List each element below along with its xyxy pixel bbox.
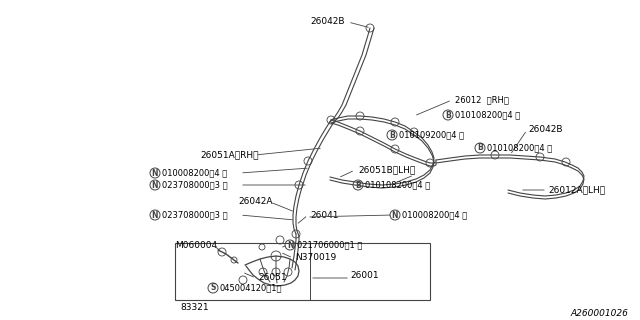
Text: 010108200（4 ）: 010108200（4 ） [487, 143, 552, 153]
Text: 26042A: 26042A [238, 197, 273, 206]
Text: 26051: 26051 [258, 274, 287, 283]
Text: A260001026: A260001026 [570, 309, 628, 318]
Text: B: B [477, 143, 483, 153]
Text: 010008200（4 ）: 010008200（4 ） [402, 211, 467, 220]
Text: N370019: N370019 [295, 253, 336, 262]
Text: B: B [389, 131, 395, 140]
Text: 045004120（1）: 045004120（1） [220, 284, 282, 292]
Text: 010108200（4 ）: 010108200（4 ） [455, 110, 520, 119]
Text: N: N [392, 211, 398, 220]
Text: B: B [445, 110, 451, 119]
Text: 26042B: 26042B [310, 18, 344, 27]
Text: 26012A〈LH〉: 26012A〈LH〉 [548, 186, 605, 195]
Text: B: B [355, 180, 361, 189]
Text: S: S [211, 284, 216, 292]
Text: N: N [152, 180, 158, 189]
Text: 26012  〈RH〉: 26012 〈RH〉 [455, 95, 509, 105]
Text: 83321: 83321 [180, 303, 209, 313]
Text: 023708000（3 ）: 023708000（3 ） [162, 180, 228, 189]
Text: 26041: 26041 [310, 211, 339, 220]
Text: 26051A〈RH〉: 26051A〈RH〉 [200, 150, 259, 159]
Text: N: N [152, 211, 158, 220]
Text: 26051B〈LH〉: 26051B〈LH〉 [358, 165, 415, 174]
Text: 010008200（4 ）: 010008200（4 ） [162, 169, 227, 178]
Text: 26001: 26001 [350, 271, 379, 281]
Text: 010108200（4 ）: 010108200（4 ） [365, 180, 430, 189]
Text: 023708000（3 ）: 023708000（3 ） [162, 211, 228, 220]
Text: N: N [152, 169, 158, 178]
Text: M060004: M060004 [175, 241, 217, 250]
Text: 26042B: 26042B [528, 125, 563, 134]
Text: 010109200（4 ）: 010109200（4 ） [399, 131, 464, 140]
Text: 021706000（1 ）: 021706000（1 ） [297, 241, 362, 250]
Text: N: N [287, 241, 293, 250]
Bar [175, 243, 430, 300]
